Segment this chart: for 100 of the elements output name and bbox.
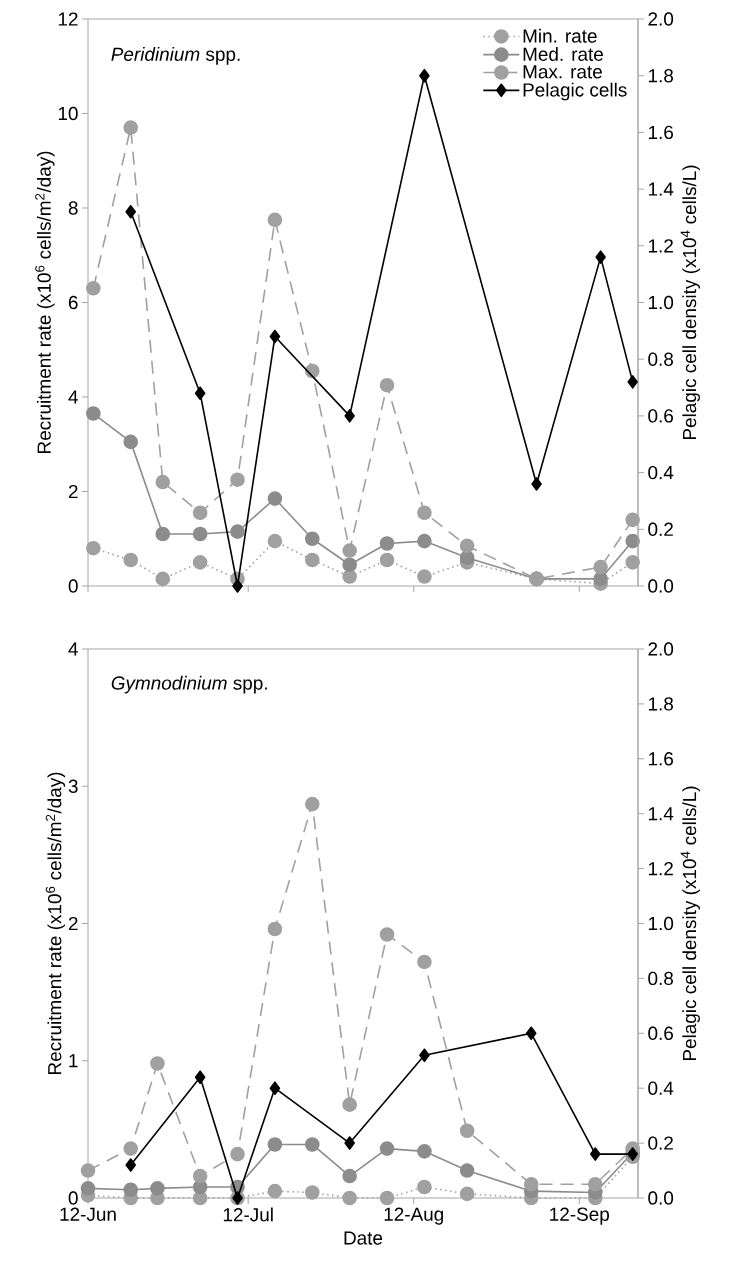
point [80, 1163, 96, 1178]
point [123, 120, 139, 135]
point [304, 1137, 320, 1152]
y2-tick-label: 0.0 [648, 579, 674, 593]
legend-label: Pelagic cells [523, 82, 627, 101]
point [267, 1183, 283, 1199]
y2-tick-label: 0.8 [648, 352, 674, 366]
point [587, 1176, 603, 1192]
point [192, 555, 208, 570]
point [342, 557, 357, 573]
y-axis-title: Recruitment rate (x10$^{6}$ cells/m$^{2}$/day) [45, 772, 66, 1074]
y-axis-title: Recruitment rate (x10$^{6}$ cells/m$^{2}$/day) [35, 151, 55, 453]
point [589, 1147, 601, 1161]
point [595, 250, 606, 264]
y-tick-label: 0 [68, 579, 78, 593]
y-tick-label: 2 [68, 916, 78, 931]
x-tick-label: 12-Sep [550, 1207, 609, 1225]
point [344, 409, 355, 423]
point [230, 1146, 245, 1162]
point [125, 204, 137, 219]
y2-axis-title: Pelagic cell density (x10$^{4}$ cells/L) [680, 786, 700, 1061]
x-tick-label: 12-Aug [384, 1207, 444, 1225]
point [123, 1141, 139, 1156]
point [269, 1081, 281, 1095]
point [593, 571, 608, 587]
point [267, 491, 283, 506]
y-tick-label: 4 [68, 390, 78, 404]
point [379, 927, 395, 942]
y2-tick-label: 1.6 [648, 125, 673, 140]
point [267, 212, 283, 228]
point [150, 1181, 165, 1196]
y2-tick-label: 2.0 [648, 642, 674, 656]
point [123, 552, 139, 568]
point [304, 796, 320, 812]
point [304, 1185, 320, 1200]
y-tick-label: 6 [68, 295, 78, 310]
point [86, 281, 101, 296]
y2-tick-label: 1.4 [648, 807, 674, 821]
point [531, 477, 542, 491]
text: Gymnodinium spp. [111, 675, 267, 694]
point [267, 921, 283, 937]
y-tick-label: 8 [68, 201, 78, 215]
y2-tick-label: 0.2 [648, 522, 673, 536]
y2-tick-label: 0.4 [648, 465, 674, 480]
point [419, 1048, 430, 1063]
y-tick-label: 2 [68, 484, 78, 499]
point [155, 571, 171, 587]
point [304, 552, 320, 568]
point [344, 1136, 355, 1150]
y2-tick-label: 0.4 [648, 1081, 674, 1095]
point [269, 329, 281, 344]
y-tick-label: 4 [68, 642, 78, 656]
point [419, 68, 430, 83]
point [194, 1070, 206, 1085]
point [379, 552, 395, 568]
point [417, 1179, 432, 1195]
x-tick-label: 12-Jun [60, 1207, 116, 1221]
y2-tick-label: 0.6 [648, 409, 673, 423]
y-tick-label: 3 [68, 779, 78, 793]
text: Peridinium spp. [111, 47, 240, 65]
point [80, 1181, 96, 1196]
point [342, 1097, 357, 1112]
point [417, 505, 432, 521]
legend-label: Max. rate [523, 65, 602, 79]
point [379, 1190, 395, 1206]
point [267, 533, 283, 549]
y2-tick-label: 0.0 [648, 1191, 674, 1205]
point [125, 1158, 137, 1172]
y-tick-label: 1 [69, 1054, 78, 1068]
point [192, 505, 208, 521]
x-tick-label: 12-Jul [223, 1207, 273, 1222]
point [342, 543, 357, 558]
point [86, 406, 101, 421]
y-tick-label: 0 [68, 1191, 78, 1205]
point [194, 386, 206, 401]
y2-tick-label: 1.8 [648, 697, 674, 711]
y2-tick-label: 1.2 [648, 239, 673, 253]
point [417, 954, 432, 970]
point [123, 1182, 139, 1198]
point [523, 1176, 539, 1192]
y2-tick-label: 0.6 [648, 1026, 673, 1040]
point [86, 540, 101, 556]
point [459, 1186, 475, 1202]
point [230, 472, 245, 487]
point [342, 1190, 357, 1206]
y-tick-label: 10 [58, 106, 78, 121]
y2-tick-label: 1.0 [648, 295, 674, 310]
point [459, 1123, 475, 1139]
y2-tick-label: 0.8 [648, 971, 674, 986]
point [459, 1163, 475, 1178]
legend-label: Min. rate [523, 28, 597, 43]
point [232, 579, 243, 593]
y2-tick-label: 2.0 [648, 12, 674, 26]
point [192, 526, 208, 542]
legend-label: Med. rate [523, 47, 603, 61]
y2-tick-label: 1.4 [648, 182, 674, 196]
point [267, 1137, 283, 1152]
y2-tick-label: 1.2 [648, 861, 673, 876]
point [342, 1168, 357, 1184]
point [417, 533, 432, 549]
